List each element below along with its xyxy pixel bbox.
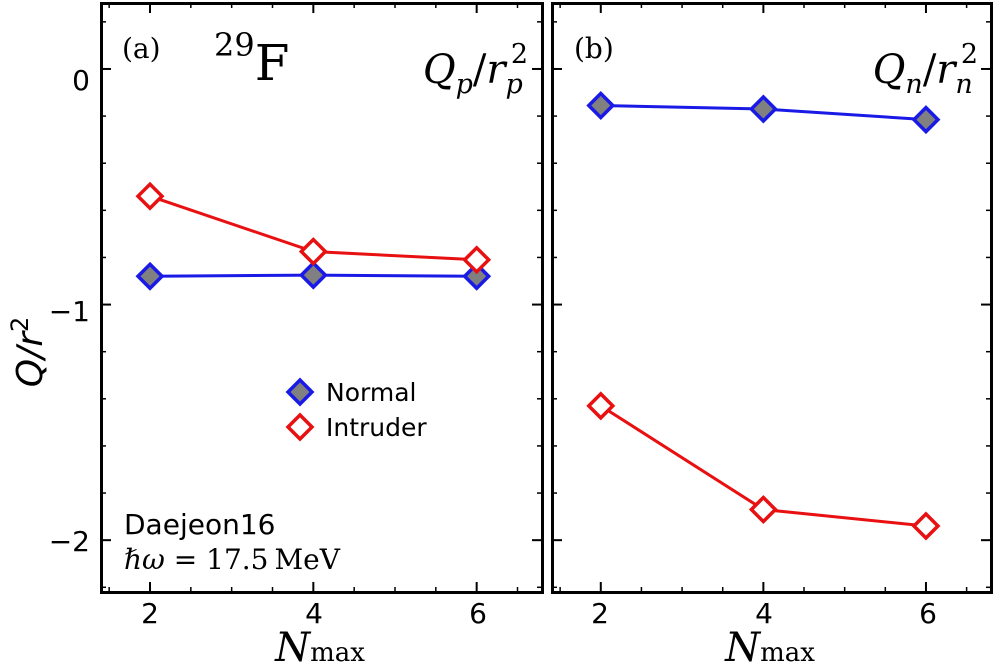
hbar-omega-label: ℏω = 17.5 MeV (124, 543, 341, 576)
x-tick-labels-b: 2 4 6 (591, 597, 937, 630)
data-point-normal (462, 261, 492, 291)
x-tick-label: 4 (755, 597, 773, 630)
panel-label-b: (b) (574, 32, 614, 65)
y-tick-label: −1 (49, 295, 90, 328)
y-axis-label: Q/r2 (6, 317, 51, 388)
x-tick-labels-a: 2 4 6 (141, 597, 487, 630)
y-tick-label: 0 (72, 64, 90, 97)
plot-frame-b (551, 2, 993, 594)
data-point-normal (586, 91, 616, 120)
data-point-intruder (586, 391, 616, 421)
y-tick-labels-a: 0 −1 −2 (49, 64, 90, 558)
x-tick-label: 6 (919, 597, 937, 630)
interaction-label: Daejeon16 (124, 508, 275, 541)
data-point-normal (748, 94, 778, 124)
x-tick-label: 4 (305, 597, 323, 630)
y-tick-label: −2 (49, 525, 90, 558)
legend-label-intruder: Intruder (326, 413, 427, 442)
data-point-normal (298, 260, 328, 290)
panel-b: 2 4 6 Nmax (b) Qn/rn2 (551, 2, 993, 666)
legend-marker-intruder (285, 412, 315, 442)
nucleus-label: 29F (214, 26, 289, 92)
plot-area-b (552, 3, 991, 592)
x-tick-label: 2 (141, 597, 159, 630)
legend-marker-normal (285, 377, 315, 407)
data-point-normal (911, 105, 941, 135)
data-point-intruder (135, 181, 165, 211)
legend-label-normal: Normal (326, 378, 416, 407)
x-axis-label-b: Nmax (724, 625, 815, 666)
legend: Normal Intruder (285, 377, 427, 442)
data-point-intruder (462, 245, 492, 275)
data-point-normal (135, 261, 165, 291)
panel-title-a: Qp/rp2 (423, 39, 528, 100)
plot-area-a (101, 3, 542, 592)
x-axis-label-a: Nmax (274, 625, 365, 666)
data-point-intruder (298, 237, 328, 267)
plot-frame-a (100, 2, 544, 594)
panel-title-b: Qn/rn2 (873, 39, 978, 100)
data-point-intruder (748, 495, 778, 525)
panel-a: 0 −1 −2 2 4 6 Nmax (a) 29F Qp/rp2 Normal… (49, 2, 544, 666)
panel-label-a: (a) (122, 32, 161, 65)
x-tick-label: 6 (469, 597, 487, 630)
x-tick-label: 2 (591, 597, 609, 630)
data-point-intruder (911, 511, 941, 541)
